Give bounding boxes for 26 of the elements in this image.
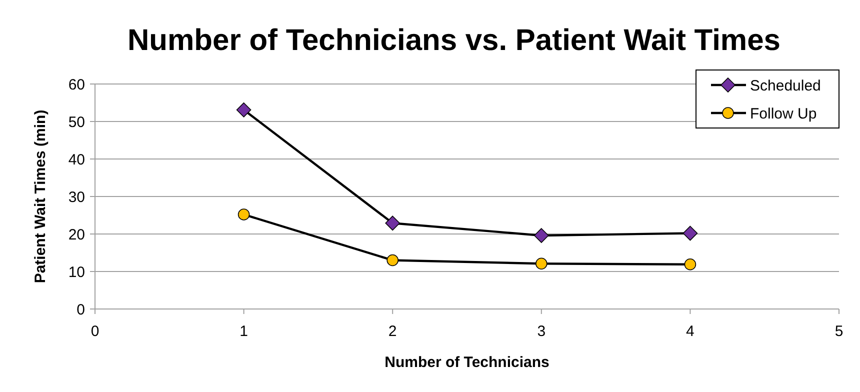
point <box>236 102 252 118</box>
chart-title: Number of Technicians vs. Patient Wait Times <box>128 24 780 57</box>
y-tick-label: 10 <box>68 264 85 281</box>
x-tick-label: 1 <box>240 323 248 340</box>
x-tick-label: 0 <box>90 323 100 340</box>
y-tick-label: 0 <box>76 301 85 318</box>
point <box>536 258 548 270</box>
point <box>682 226 698 241</box>
legend-label: Scheduled <box>750 77 821 94</box>
y-tick-label: 40 <box>68 151 85 168</box>
y-tick-label: 60 <box>68 76 85 94</box>
y-tick-label: 50 <box>68 114 85 131</box>
y-tick-label: 20 <box>68 226 85 244</box>
x-tick-label: 5 <box>834 323 844 340</box>
y-axis-title: Patient Wait Times (min) <box>32 110 49 284</box>
y-tick-label: 30 <box>68 188 85 206</box>
x-tick-label: 2 <box>388 323 397 340</box>
legend-label: Follow Up <box>750 105 817 122</box>
point <box>534 228 549 243</box>
point <box>386 254 398 266</box>
x-tick-label: 4 <box>686 323 694 340</box>
point <box>238 208 250 220</box>
x-tick-label: 3 <box>537 323 546 340</box>
x-axis-title: Number of Technicians <box>384 354 550 371</box>
point <box>684 258 696 270</box>
point <box>385 216 400 231</box>
